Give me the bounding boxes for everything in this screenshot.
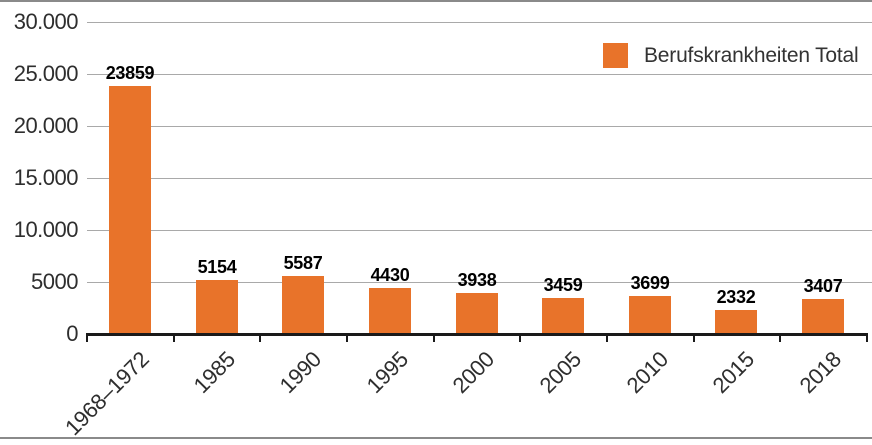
gridline: [87, 230, 872, 231]
bar-value-label: 2332: [716, 287, 756, 307]
x-axis-tick: [259, 333, 261, 342]
bar-2010: [629, 296, 671, 334]
x-axis-tick: [433, 333, 435, 342]
gridline: [87, 126, 872, 127]
gridline: [87, 282, 872, 283]
bar-value-label: 5154: [197, 257, 237, 277]
x-axis-tick: [173, 333, 175, 342]
x-axis-category-label: 2000: [447, 346, 500, 399]
legend-swatch: [603, 43, 628, 68]
x-axis-category-label: 1995: [361, 346, 414, 399]
x-axis-tick: [693, 333, 695, 342]
bottom-border: [0, 437, 872, 439]
bar-1985: [196, 280, 238, 334]
x-axis-category-label: 2015: [707, 346, 760, 399]
bar-value-label: 4430: [370, 265, 410, 285]
x-axis-category-label: 2018: [794, 346, 847, 399]
y-axis-tick-label: 25.000: [13, 61, 79, 86]
bar-value-label: 3407: [803, 276, 843, 296]
x-axis-tick: [866, 333, 868, 342]
bar-value-label: 3459: [543, 275, 583, 295]
y-axis-tick-label: 10.000: [13, 217, 79, 242]
legend-label: Berufskrankheiten Total: [644, 44, 859, 67]
bar-value-label: 5587: [283, 253, 323, 273]
y-axis-tick-label: 15.000: [13, 165, 79, 190]
x-axis-tick: [346, 333, 348, 342]
y-axis-tick-label: 0: [66, 321, 78, 346]
bar-2005: [542, 298, 584, 334]
x-axis-tick: [86, 333, 88, 342]
gridline: [87, 178, 872, 179]
top-border: [0, 0, 872, 2]
bar-value-label: 3699: [630, 273, 670, 293]
x-axis-tick: [519, 333, 521, 342]
bar-value-label: 3938: [457, 270, 497, 290]
gridline: [87, 74, 872, 75]
y-axis-tick-label: 5000: [31, 269, 78, 294]
bar-value-label: 23859: [105, 63, 155, 83]
gridline: [87, 22, 872, 23]
x-axis-category-label: 2010: [621, 346, 674, 399]
bar-2015: [715, 310, 757, 334]
x-axis-category-label: 1985: [188, 346, 241, 399]
x-axis-category-label: 1968–1972: [59, 346, 154, 441]
x-axis-category-label: 2005: [534, 346, 587, 399]
x-axis-tick: [779, 333, 781, 342]
bar-1995: [369, 288, 411, 334]
bar-1990: [282, 276, 324, 334]
bar-1968–1972: [109, 86, 151, 334]
bar-2018: [802, 299, 844, 334]
y-axis-tick-label: 20.000: [13, 113, 79, 138]
legend: Berufskrankheiten Total: [603, 43, 859, 68]
x-axis-line: [86, 333, 866, 336]
bar-2000: [456, 293, 498, 334]
x-axis-tick: [606, 333, 608, 342]
x-axis-category-label: 1990: [274, 346, 327, 399]
y-axis-tick-label: 30.000: [13, 9, 79, 34]
